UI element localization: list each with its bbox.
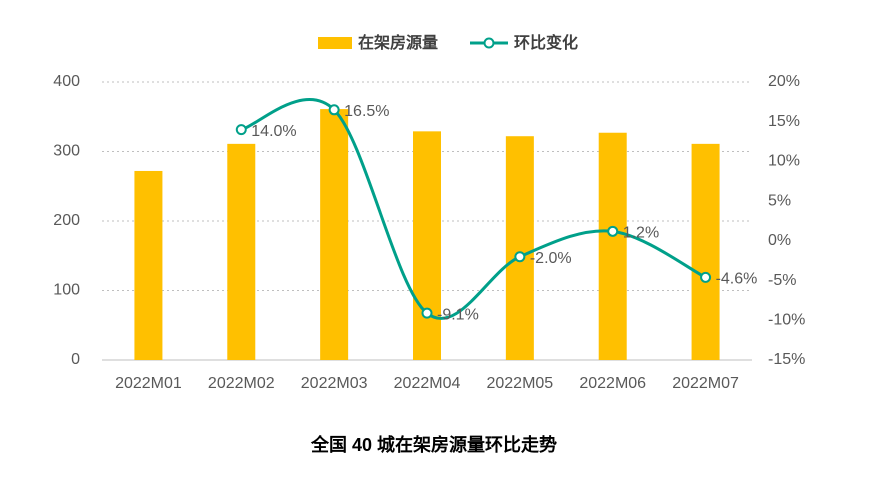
line-marker — [514, 251, 526, 263]
line-marker — [235, 124, 247, 136]
y2-tick-label: 15% — [768, 113, 800, 130]
bar — [320, 109, 349, 360]
data-label: 16.5% — [344, 103, 389, 120]
data-label: 1.2% — [623, 225, 659, 242]
y2-tick-label: -10% — [768, 312, 805, 329]
y2-tick-label: 20% — [768, 73, 800, 90]
bar — [227, 143, 256, 360]
bar — [691, 143, 720, 360]
y-tick-label: 0 — [71, 351, 80, 368]
line — [240, 98, 707, 320]
y2-tick-label: -15% — [768, 351, 805, 368]
data-label: -9.1% — [437, 306, 479, 323]
bar — [413, 131, 441, 360]
line-marker — [700, 271, 712, 283]
x-tick-label: 2022M06 — [579, 375, 646, 392]
line-marker — [607, 225, 619, 237]
line-marker — [421, 307, 433, 319]
x-tick-label: 2022M03 — [301, 375, 368, 392]
legend-swatch — [318, 37, 352, 49]
y-tick-label: 300 — [53, 143, 80, 160]
legend-label: 环比变化 — [514, 33, 578, 52]
y-tick-label: 100 — [53, 282, 80, 299]
legend-swatch — [483, 37, 495, 49]
y-tick-label: 400 — [53, 73, 80, 90]
bar — [598, 132, 627, 360]
x-tick-label: 2022M02 — [208, 375, 275, 392]
y2-tick-label: 5% — [768, 192, 791, 209]
x-tick-label: 2022M07 — [672, 375, 739, 392]
bar — [505, 136, 534, 360]
y2-tick-label: 10% — [768, 153, 800, 170]
y-tick-label: 200 — [53, 212, 80, 229]
legend-label: 在架房源量 — [358, 33, 438, 52]
bar — [134, 170, 163, 360]
x-tick-label: 2022M04 — [394, 375, 461, 392]
x-tick-label: 2022M05 — [486, 375, 553, 392]
line-marker — [328, 104, 340, 116]
data-label: -2.0% — [530, 250, 572, 267]
x-tick-label: 2022M01 — [115, 375, 182, 392]
data-label: 14.0% — [251, 123, 296, 140]
y2-tick-label: 0% — [768, 232, 791, 249]
data-label: -4.6% — [716, 271, 758, 288]
y2-tick-label: -5% — [768, 272, 796, 289]
chart-title: 全国 40 城在架房源量环比走势 — [310, 434, 557, 455]
